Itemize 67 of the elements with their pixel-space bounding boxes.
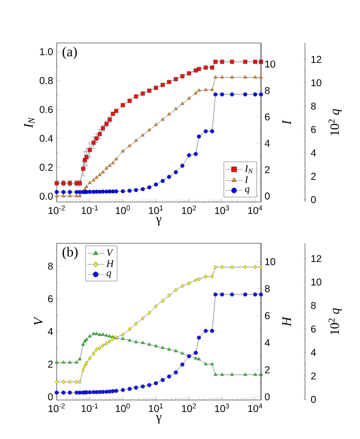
y3-tick-label: 8 [311, 102, 316, 110]
annotation: (b) [62, 246, 78, 260]
y-tick-label: 8 [48, 262, 53, 270]
y-tick-label: 0.2 [40, 164, 53, 171]
y2-tick-label: 6 [265, 312, 270, 320]
annotation: (a) [62, 46, 77, 60]
y3-tick-label: 10 [311, 278, 322, 286]
y-tick-label: 0.6 [40, 106, 53, 114]
x-tick-label: 10$^{-1}$ [82, 206, 98, 214]
y2-tick-label: 10 [265, 258, 276, 266]
y3-tick-label: 6 [311, 325, 316, 333]
x-tick-label: 10$^{3}$ [215, 206, 230, 214]
y-tick-label: 6 [48, 295, 53, 302]
x-tick-label: 10$^{0}$ [116, 404, 130, 412]
y3-tick-label: 10 [311, 79, 322, 86]
x-tick-label: 10$^{-2}$ [48, 206, 65, 214]
x-tick-label: 10$^{4}$ [248, 404, 262, 412]
y2-axis-title: H [282, 316, 291, 326]
y3-axis-title: 10$^{2}$ q [328, 308, 342, 334]
y2-tick-label: 10 [265, 60, 276, 68]
y2-tick-label: 8 [264, 285, 270, 292]
y2-tick-label: 0 [264, 192, 270, 200]
y-tick-label: 0.8 [40, 77, 53, 84]
legend-label: q [245, 187, 250, 194]
legend-label: I [244, 176, 248, 183]
legend-label: V [106, 249, 114, 256]
y2-tick-label: 4 [264, 339, 270, 346]
y3-tick-label: 0 [311, 196, 316, 204]
y3-tick-label: 12 [311, 255, 322, 262]
x-tick-label: 10$^{2}$ [182, 404, 196, 412]
y-tick-label: 0 [48, 393, 53, 400]
x-tick-label: 10$^{-2}$ [48, 404, 65, 412]
y-axis-title: I$_{N}$ [24, 117, 34, 128]
x-tick-label: 10$^{-1}$ [82, 404, 98, 412]
x-tick-label: 10$^{0}$ [116, 206, 130, 214]
y2-tick-label: 6 [265, 113, 270, 120]
y2-tick-label: 0 [264, 393, 270, 400]
legend-label: H [106, 260, 114, 267]
y-axis-title: V [34, 316, 43, 325]
y3-tick-label: 4 [310, 149, 316, 156]
y2-tick-label: 2 [265, 366, 270, 374]
y3-tick-label: 8 [311, 302, 316, 310]
y3-tick-label: 2 [311, 372, 316, 380]
x-tick-label: 10$^{1}$ [148, 404, 163, 412]
x-tick-label: 10$^{4}$ [248, 206, 262, 214]
y-tick-label: 2 [48, 360, 53, 368]
y3-tick-label: 6 [311, 126, 316, 134]
y3-tick-label: 4 [310, 349, 316, 356]
y2-tick-label: 8 [264, 86, 270, 94]
y2-tick-label: 4 [264, 140, 270, 147]
x-axis-title: γ [156, 216, 162, 226]
x-tick-label: 10$^{2}$ [182, 206, 196, 214]
y3-tick-label: 12 [311, 56, 322, 63]
y2-tick-label: 2 [265, 166, 270, 174]
x-tick-label: 10$^{1}$ [148, 206, 163, 214]
x-axis-title: γ [156, 414, 162, 424]
y2-axis-title: I [282, 120, 291, 125]
y3-tick-label: 0 [311, 396, 316, 403]
y-tick-label: 0.0 [40, 192, 53, 200]
y3-tick-label: 2 [311, 172, 316, 180]
legend-label: q [106, 271, 112, 278]
y-tick-label: 4 [48, 328, 53, 335]
y-tick-label: 0.4 [40, 134, 53, 142]
x-tick-label: 10$^{3}$ [215, 404, 230, 412]
y-tick-label: 1.0 [40, 48, 53, 56]
legend-label: I$_{N}$ [244, 165, 254, 174]
y3-axis-title: 10$^{2}$ q [328, 108, 342, 136]
